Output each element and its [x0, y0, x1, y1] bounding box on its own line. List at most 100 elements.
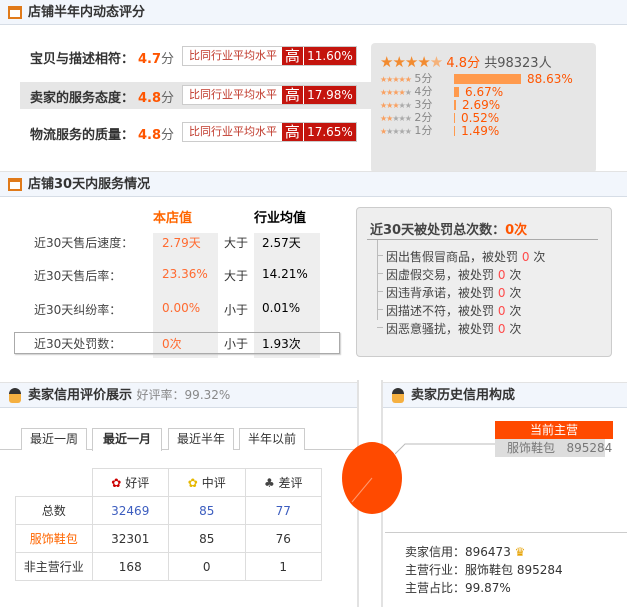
- dsr-header: 店铺半年内动态评分: [0, 0, 627, 25]
- header-neutral: ✿ 中评: [168, 468, 246, 497]
- dist-bar: [454, 74, 521, 84]
- flower-red-icon: ✿: [111, 476, 122, 490]
- star-icon: ★★★★★: [380, 127, 412, 136]
- dist-bar: [454, 87, 460, 97]
- tab-1[interactable]: 最近一月: [92, 428, 162, 451]
- dsr-label: 宝贝与描述相符：: [30, 52, 135, 67]
- avg-value: 1.93次: [262, 337, 301, 351]
- table-row: 非主营行业 168 0 1: [15, 552, 322, 581]
- dsr-title: 店铺半年内动态评分: [28, 5, 146, 20]
- rating-summary: ★★★★★ 4.8分 共98323人: [380, 52, 552, 71]
- cell-value: 0: [168, 552, 246, 581]
- summary-total: 共98323人: [484, 56, 552, 71]
- dist-pct: 6.67%: [465, 85, 504, 99]
- cell-value: 32301: [91, 524, 169, 553]
- star-icon: ★★★★★: [380, 88, 412, 97]
- shop-col-bg: [153, 233, 218, 358]
- history-title: 卖家历史信用构成: [411, 388, 516, 403]
- tree-line: [377, 240, 378, 320]
- seller-icon: [392, 388, 404, 403]
- row-selected-frame: [14, 332, 340, 354]
- summary-score: 4.8分: [446, 56, 481, 71]
- header-good: ✿ 好评: [91, 468, 169, 497]
- cell-value[interactable]: 77: [244, 496, 322, 525]
- wilted-icon: ♣: [263, 476, 275, 490]
- service-label: 近30天处罚数：: [34, 337, 122, 351]
- dist-pct: 88.63%: [527, 72, 573, 86]
- header-bad: ♣ 差评: [244, 468, 322, 497]
- callout-title: 当前主营: [495, 421, 613, 439]
- flower-yellow-icon: ✿: [187, 476, 198, 490]
- shop-icon: [8, 6, 22, 19]
- shop-icon: [8, 178, 22, 191]
- compare-word: 大于: [224, 236, 249, 250]
- penalty-item: 因虚假交易，被处罚 0 次: [386, 268, 522, 282]
- dist-bar: [454, 126, 456, 136]
- cell-value[interactable]: 85: [168, 496, 246, 525]
- compare-badge: 比同行业平均水平高 17.65%: [182, 122, 357, 142]
- dist-bar: [454, 100, 457, 110]
- avg-value: 2.57天: [262, 236, 301, 250]
- good-rate: 好评率：99.32%: [136, 388, 231, 402]
- tree-branch: [377, 273, 383, 274]
- star-rating-icon: ★★★★★: [380, 53, 443, 71]
- tree-branch: [377, 291, 383, 292]
- service-label: 近30天售后率：: [34, 269, 122, 283]
- history-line: 主营占比：99.87%: [405, 581, 511, 595]
- callout-body: 服饰鞋包 895284: [495, 439, 612, 457]
- dsr-label: 物流服务的质量：: [30, 128, 135, 143]
- credit-header: 卖家信用评价展示 好评率：99.32%: [0, 382, 357, 408]
- dsr-score: 4.8分: [138, 91, 175, 106]
- tree-branch: [377, 309, 383, 310]
- callout-line: [395, 443, 495, 455]
- shop-value: 23.36%: [162, 267, 208, 281]
- dist-row: ★★★★★ 4分: [380, 85, 433, 98]
- cell-value: 76: [244, 524, 322, 553]
- cell-value: 168: [91, 552, 169, 581]
- dsr-score: 4.8分: [138, 128, 175, 143]
- service-header: 店铺30天内服务情况: [0, 171, 627, 197]
- compare-word: 小于: [224, 337, 249, 351]
- penalty-total: 0次: [505, 223, 528, 238]
- penalty-item: 因出售假冒商品，被处罚 0 次: [386, 250, 546, 264]
- tab-2[interactable]: 最近半年: [168, 428, 234, 450]
- penalty-box: [356, 207, 612, 357]
- shop-value: 0.00%: [162, 301, 201, 315]
- credit-table: ✿ 好评 ✿ 中评 ♣ 差评 总数 32469 85 77 服饰鞋包 32301 85 76 非…: [15, 468, 322, 581]
- dist-pct: 2.69%: [462, 98, 501, 112]
- seller-icon: [9, 388, 21, 403]
- star-icon: ★★★★★: [380, 101, 412, 110]
- tree-branch: [377, 255, 383, 256]
- shop-value: 0次: [162, 337, 182, 351]
- penalty-item: 因描述不符，被处罚 0 次: [386, 304, 522, 318]
- avg-value: 14.21%: [262, 267, 308, 281]
- tree-branch: [377, 327, 383, 328]
- table-row: 总数 32469 85 77: [15, 496, 322, 525]
- penalty-item: 因违背承诺，被处罚 0 次: [386, 286, 522, 300]
- avg-col-bg: [254, 233, 320, 358]
- avg-col-header: 行业均值: [254, 211, 307, 226]
- row-label: 非主营行业: [15, 552, 93, 581]
- row-label[interactable]: 服饰鞋包: [15, 524, 93, 553]
- tab-3[interactable]: 半年以前: [239, 428, 305, 450]
- service-title: 店铺30天内服务情况: [28, 177, 151, 192]
- table-row: 服饰鞋包 32301 85 76: [15, 524, 322, 553]
- service-label: 近30天售后速度：: [34, 236, 134, 250]
- credit-title: 卖家信用评价展示: [28, 388, 133, 403]
- history-header: 卖家历史信用构成: [383, 382, 627, 408]
- penalty-title: 近30天被处罚总次数：0次: [370, 223, 528, 238]
- cell-value[interactable]: 32469: [91, 496, 169, 525]
- avg-value: 0.01%: [262, 301, 301, 315]
- dist-pct: 0.52%: [461, 111, 500, 125]
- rating-summary-box: [371, 43, 596, 173]
- dist-pct: 1.49%: [461, 124, 500, 138]
- dist-row: ★★★★★ 3分: [380, 98, 433, 111]
- tab-0[interactable]: 最近一周: [21, 428, 87, 450]
- table-header-row: ✿ 好评 ✿ 中评 ♣ 差评: [15, 468, 322, 497]
- cell-value: 85: [168, 524, 246, 553]
- cell-value: 1: [244, 552, 322, 581]
- row-label: 总数: [15, 496, 93, 525]
- history-line: 主营行业：服饰鞋包 895284: [405, 563, 563, 577]
- pie-slice-other: [351, 477, 373, 503]
- compare-word: 小于: [224, 303, 249, 317]
